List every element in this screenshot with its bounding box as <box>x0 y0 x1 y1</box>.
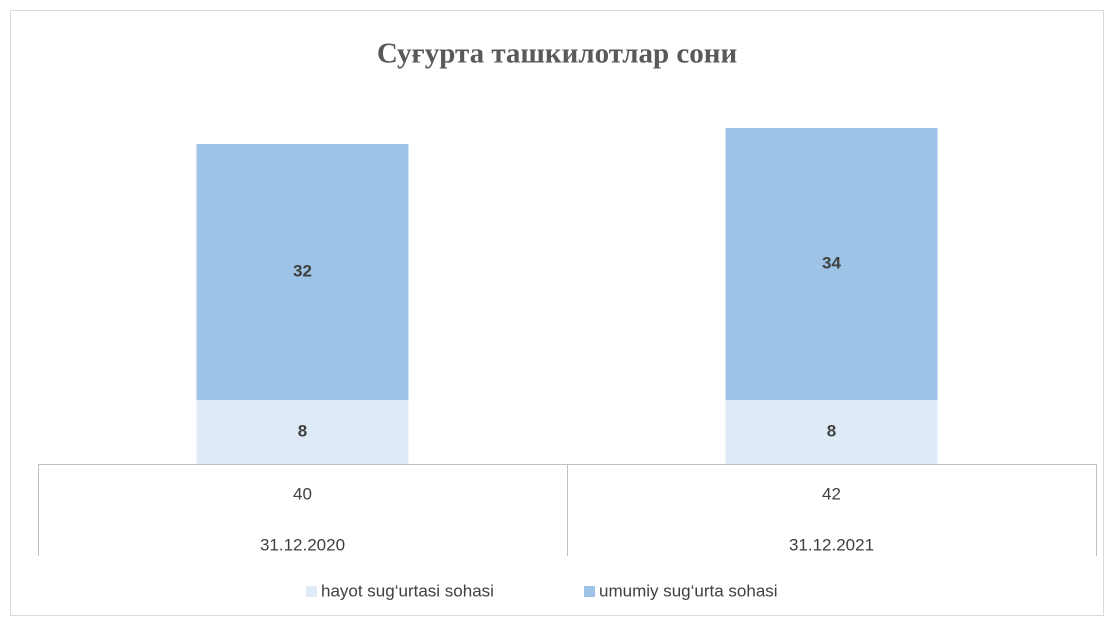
x-tick-label: 31.12.2021 <box>789 535 874 554</box>
data-label: 34 <box>822 253 841 272</box>
bar-segment <box>725 400 938 464</box>
data-label: 32 <box>293 261 312 280</box>
legend-label: hayot sug‘urtasi sohasi <box>321 581 494 600</box>
table-total: 40 <box>293 484 312 503</box>
bar-segment <box>196 400 409 464</box>
legend-label: umumiy sug‘urta sohasi <box>599 581 778 600</box>
x-tick-label: 31.12.2020 <box>260 535 345 554</box>
chart-title: Суғурта ташкилотлар сони <box>377 38 737 70</box>
bar-segment <box>196 144 409 400</box>
legend-swatch <box>584 586 595 597</box>
table-total: 42 <box>822 484 841 503</box>
legend-swatch <box>306 586 317 597</box>
bar-segment <box>725 128 938 400</box>
chart-border <box>10 10 1104 616</box>
data-label: 8 <box>298 421 307 440</box>
data-label: 8 <box>827 421 836 440</box>
